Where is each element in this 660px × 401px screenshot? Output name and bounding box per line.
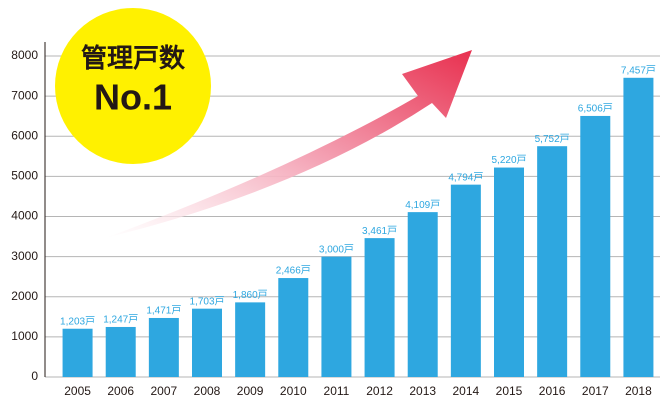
x-tick-label: 2007 — [151, 384, 178, 398]
bar — [148, 317, 179, 377]
x-tick-label: 2013 — [409, 384, 436, 398]
value-label: 1,860戸 — [233, 289, 268, 301]
bar — [580, 115, 611, 377]
badge-title: 管理戸数 — [81, 43, 186, 73]
bar — [407, 212, 438, 377]
x-tick-label: 2018 — [625, 384, 652, 398]
value-label: 7,457戸 — [621, 64, 656, 76]
value-label: 3,461戸 — [362, 225, 397, 237]
y-tick-label: 5000 — [11, 169, 38, 183]
x-tick-label: 2008 — [194, 384, 221, 398]
x-tick-label: 2005 — [64, 384, 91, 398]
y-tick-label: 0 — [31, 369, 38, 383]
value-label: 6,506戸 — [578, 103, 613, 115]
value-label: 5,220戸 — [491, 154, 526, 166]
bar — [192, 308, 222, 377]
y-tick-label: 6000 — [11, 128, 38, 142]
x-tick-label: 2010 — [280, 384, 307, 398]
value-label: 1,203戸 — [60, 315, 95, 327]
x-tick-label: 2011 — [324, 384, 350, 398]
bar — [364, 238, 395, 377]
value-label: 5,752戸 — [535, 133, 570, 145]
bar — [105, 326, 136, 377]
x-tick-label: 2017 — [582, 384, 609, 398]
x-tick-label: 2016 — [539, 384, 566, 398]
value-label: 4,109戸 — [405, 199, 440, 211]
value-label: 1,703戸 — [189, 295, 224, 307]
x-tick-label: 2015 — [496, 384, 523, 398]
value-label: 4,794戸 — [448, 171, 483, 183]
bar — [235, 302, 266, 377]
bar — [62, 328, 93, 377]
y-tick-label: 1000 — [11, 329, 38, 343]
y-tick-label: 8000 — [11, 48, 38, 62]
x-tick-label: 2009 — [237, 384, 264, 398]
value-label: 3,000戸 — [319, 243, 354, 255]
badge — [55, 8, 211, 164]
x-tick-label: 2006 — [107, 384, 134, 398]
bar — [450, 184, 481, 377]
value-label: 1,247戸 — [103, 314, 138, 326]
y-tick-label: 3000 — [11, 249, 38, 263]
bar — [321, 256, 352, 377]
trend-arrow — [105, 50, 472, 238]
badge-rank: No.1 — [94, 77, 172, 118]
bar — [623, 77, 654, 377]
y-tick-label: 4000 — [11, 209, 38, 223]
x-tick-label: 2014 — [453, 384, 480, 398]
y-tick-label: 2000 — [11, 289, 38, 303]
x-tick-label: 2012 — [366, 384, 393, 398]
bar — [537, 146, 568, 377]
bar — [494, 167, 524, 377]
value-label: 2,466戸 — [276, 265, 311, 277]
y-tick-label: 7000 — [11, 88, 38, 102]
bar — [278, 278, 309, 377]
value-label: 1,471戸 — [146, 305, 181, 317]
